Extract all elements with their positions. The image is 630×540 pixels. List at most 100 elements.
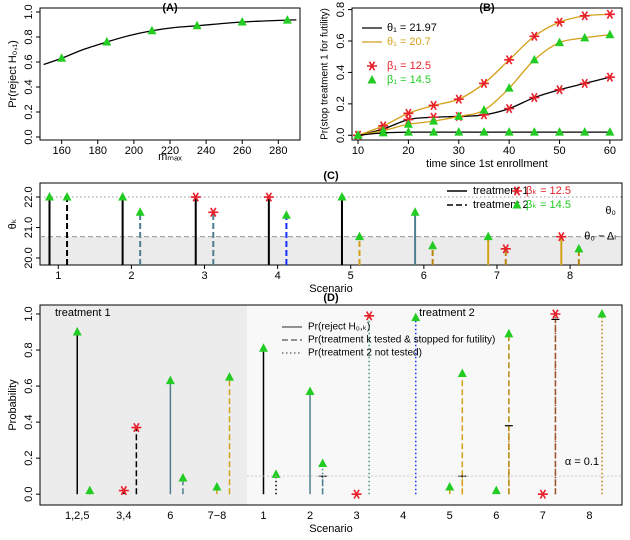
y-tick-label: 1.0	[23, 4, 35, 19]
triangle-marker	[483, 231, 493, 241]
star-marker	[550, 309, 561, 319]
alpha-label: α = 0.1	[565, 456, 599, 468]
x-tick-label: 7	[494, 270, 500, 282]
y-tick-label: 0.0	[23, 487, 35, 502]
triangle-marker	[85, 485, 95, 495]
triangle-marker	[597, 309, 607, 318]
group-label: treatment 1	[55, 307, 111, 319]
triangle-marker	[580, 127, 590, 136]
y-tick-label: 0.2	[23, 104, 35, 119]
star-marker	[604, 72, 615, 82]
star-marker	[403, 108, 414, 118]
x-tick-label: 10	[352, 145, 364, 157]
triangle-marker	[45, 192, 55, 201]
y-tick-label: 0.4	[23, 79, 35, 94]
triangle-marker	[529, 127, 539, 136]
x-tick-label: 8	[567, 270, 573, 282]
triangle-marker	[529, 54, 539, 64]
plot-frame	[39, 182, 623, 266]
triangle-marker	[410, 207, 420, 216]
x-tick-label: 30	[453, 145, 465, 157]
triangle-marker	[580, 32, 590, 42]
legend-label: β₁ = 12.5	[387, 60, 431, 72]
x-axis-label: mₘₐₓ	[158, 151, 182, 163]
chart-title: (C)	[323, 170, 339, 182]
star-marker	[579, 11, 590, 21]
triangle-marker	[353, 130, 363, 139]
x-tick-label: 6	[493, 510, 499, 522]
y-axis-label: Pr(reject H₀,₁)	[7, 40, 19, 108]
y-tick-label: 0.0	[23, 129, 35, 144]
plot-frame	[351, 7, 623, 141]
triangle-marker	[102, 37, 112, 46]
triangle-marker	[411, 312, 421, 322]
x-tick-label: 260	[233, 145, 251, 157]
y-tick-label: 22.0	[23, 186, 35, 207]
triangle-marker	[178, 472, 188, 482]
triangle-marker	[72, 327, 82, 336]
triangle-marker	[512, 200, 522, 209]
triangle-marker	[555, 37, 565, 47]
x-tick-label: 50	[553, 145, 565, 157]
y-axis-label: θₖ	[7, 219, 19, 230]
x-tick-label: 180	[89, 145, 107, 157]
triangle-marker	[237, 17, 247, 26]
star-marker	[504, 103, 515, 114]
y-axis-label: Probability	[7, 379, 19, 431]
x-tick-label: 2	[128, 270, 134, 282]
x-axis-label: Scenario	[309, 523, 352, 535]
star-marker	[364, 311, 375, 321]
legend-label: θ₁ = 20.7	[387, 36, 431, 48]
chart-title: (B)	[479, 2, 495, 14]
triangle-marker	[367, 75, 377, 84]
star-marker	[208, 207, 219, 217]
triangle-marker	[479, 105, 489, 114]
x-tick-label: 7−8	[208, 510, 227, 522]
x-tick-label: 200	[125, 145, 143, 157]
star-marker	[556, 231, 567, 242]
triangle-marker	[147, 25, 157, 35]
star-marker	[428, 100, 439, 111]
x-tick-label: 5	[447, 510, 453, 522]
triangle-marker	[355, 231, 365, 241]
x-tick-label: 20	[402, 145, 414, 157]
star-marker	[263, 192, 274, 202]
x-tick-label: 3	[354, 510, 360, 522]
star-marker	[504, 55, 515, 65]
chart-title: (D)	[323, 292, 339, 304]
star-marker	[190, 192, 201, 202]
x-axis-label: Scenario	[309, 283, 352, 295]
y-tick-label: 21.0	[23, 217, 35, 238]
triangle-marker	[135, 207, 145, 216]
triangle-marker	[118, 192, 128, 201]
backgrounds	[40, 236, 622, 505]
triangle-marker	[271, 469, 281, 478]
y-tick-label: 0.8	[23, 29, 35, 44]
triangle-marker	[62, 192, 72, 201]
x-tick-label: 5	[348, 270, 354, 282]
plot-frame	[39, 304, 623, 506]
y-tick-label: 1.0	[23, 306, 35, 321]
star-marker	[500, 244, 511, 254]
x-tick-label: 6	[167, 510, 173, 522]
triangle-marker	[57, 53, 67, 62]
y-tick-label: 0.8	[335, 2, 347, 17]
y-tick-label: 0.6	[335, 33, 347, 48]
legend-label: β₁ = 14.5	[387, 74, 431, 86]
line	[43, 19, 297, 66]
x-tick-label: 3,4	[116, 510, 131, 522]
legend-label: Pr(treatment k tested & stopped for futi…	[308, 335, 495, 346]
star-marker	[351, 489, 362, 499]
x-tick-label: 280	[269, 145, 287, 157]
triangle-marker	[504, 83, 514, 92]
group-label: treatment 2	[419, 307, 475, 319]
legend-label: βₖ = 14.5	[526, 199, 571, 211]
y-tick-label: 0.6	[23, 54, 35, 69]
triangle-marker	[491, 485, 501, 495]
triangle-marker	[504, 328, 514, 338]
triangle-marker	[605, 29, 615, 39]
triangle-marker	[224, 372, 234, 381]
y-tick-label: 0.0	[335, 128, 347, 143]
star-marker	[529, 31, 540, 41]
